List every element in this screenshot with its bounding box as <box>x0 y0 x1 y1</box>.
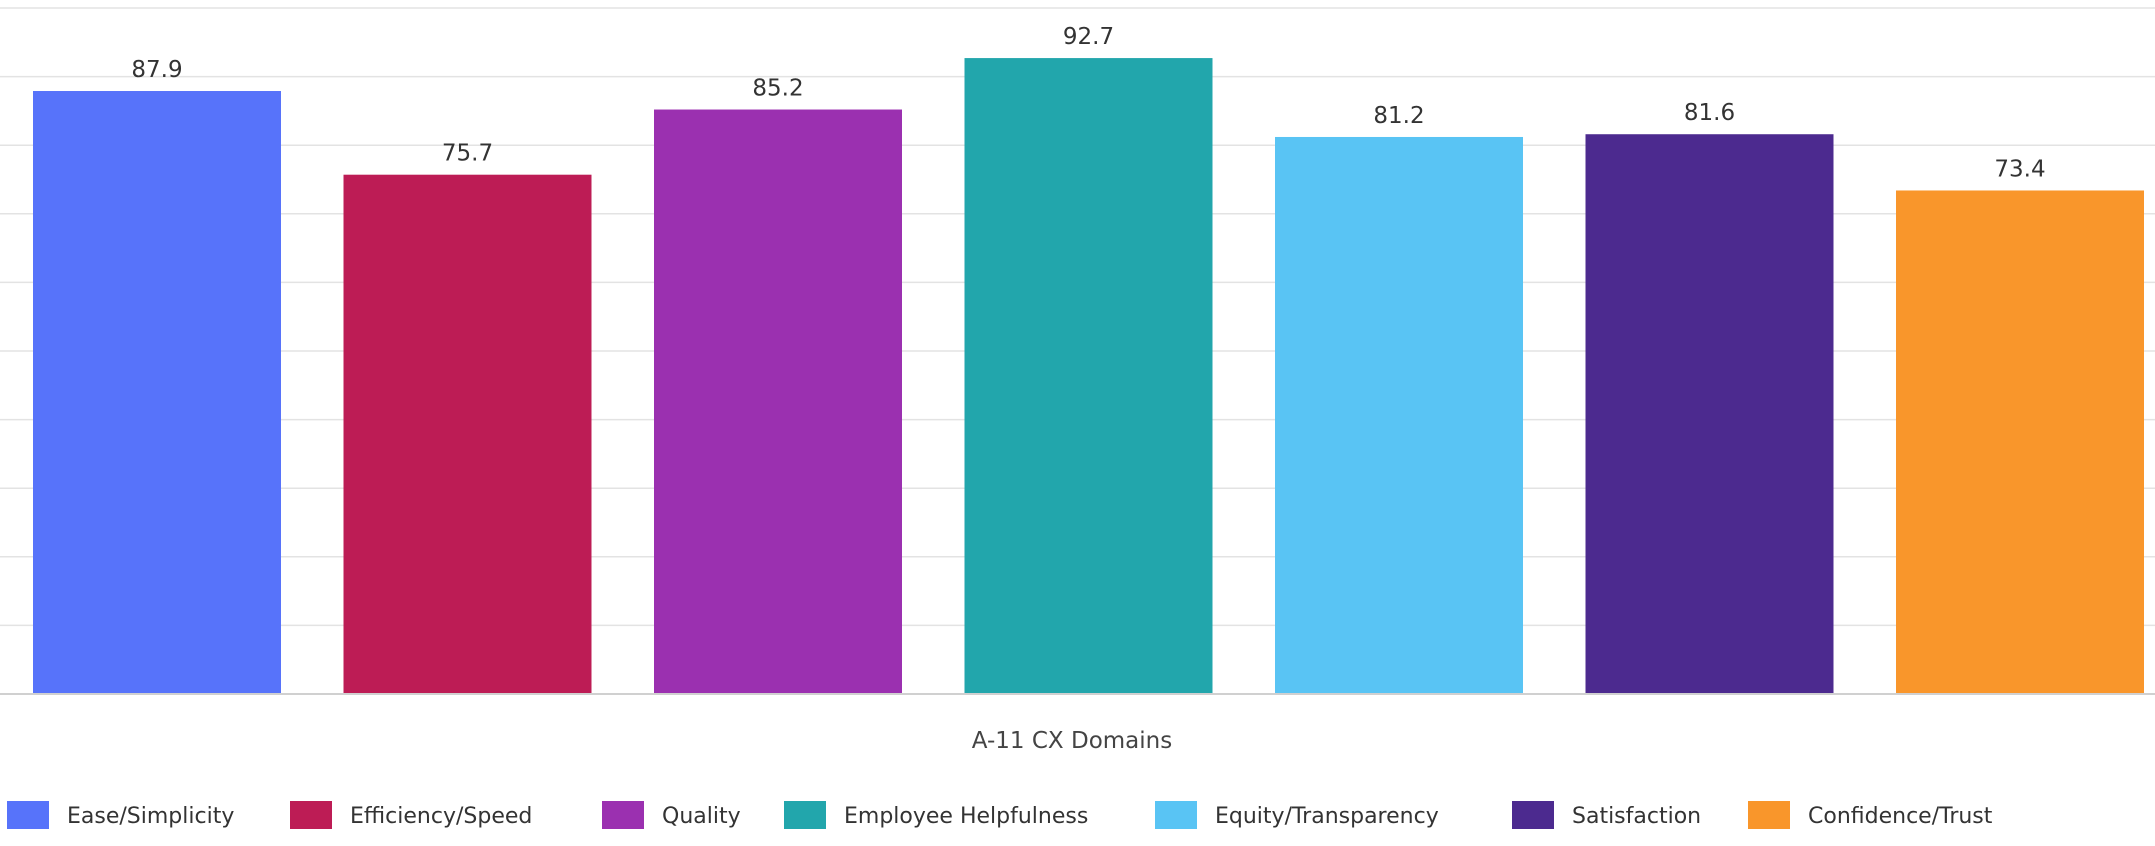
bar-value-label: 87.9 <box>131 57 182 83</box>
x-axis-title: A-11 CX Domains <box>972 728 1172 754</box>
legend-label: Employee Helpfulness <box>844 804 1088 829</box>
legend-item: Ease/Simplicity <box>7 801 234 829</box>
legend-label: Quality <box>662 804 741 829</box>
bar-value-label: 92.7 <box>1063 24 1114 50</box>
legend-swatch <box>290 801 332 829</box>
legend-label: Ease/Simplicity <box>67 804 234 829</box>
bar-value-label: 75.7 <box>442 141 493 167</box>
bars <box>33 58 2144 695</box>
legend-swatch <box>602 801 644 829</box>
legend-item: Confidence/Trust <box>1748 801 1993 829</box>
legend-item: Equity/Transparency <box>1155 801 1439 829</box>
legend-swatch <box>1155 801 1197 829</box>
legend-item: Quality <box>602 801 741 829</box>
legend-swatch <box>7 801 49 829</box>
bar-value-label: 73.4 <box>1994 156 2045 182</box>
bar-value-label: 81.2 <box>1373 103 1424 129</box>
legend-item: Satisfaction <box>1512 801 1701 829</box>
legend-swatch <box>1512 801 1554 829</box>
legend-item: Employee Helpfulness <box>784 801 1088 829</box>
bar <box>343 174 592 694</box>
bar-value-label: 81.6 <box>1684 100 1735 126</box>
value-labels: 87.9 75.7 85.2 92.7 81.2 81.6 73.4 <box>131 24 2045 182</box>
bar <box>1896 190 2144 694</box>
legend-item: Efficiency/Speed <box>290 801 532 829</box>
bar <box>964 58 1213 694</box>
legend-label: Equity/Transparency <box>1215 804 1439 829</box>
bar-value-label: 85.2 <box>752 76 803 102</box>
bar <box>1585 134 1834 694</box>
bar <box>33 91 281 695</box>
legend-label: Satisfaction <box>1572 804 1701 829</box>
legend-swatch <box>1748 801 1790 829</box>
legend: Ease/Simplicity Efficiency/Speed Quality Em… <box>7 801 1993 829</box>
bar <box>654 109 902 694</box>
legend-label: Confidence/Trust <box>1808 804 1993 829</box>
bar <box>1275 136 1523 694</box>
legend-swatch <box>784 801 826 829</box>
legend-label: Efficiency/Speed <box>350 804 532 829</box>
